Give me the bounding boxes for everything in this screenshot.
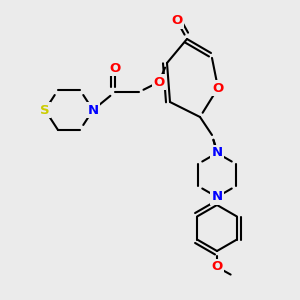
Text: O: O <box>212 260 223 274</box>
Text: O: O <box>212 82 224 94</box>
Text: O: O <box>171 14 183 28</box>
Text: S: S <box>40 103 50 116</box>
Text: N: N <box>212 146 223 160</box>
Text: O: O <box>110 61 121 74</box>
Text: N: N <box>87 103 99 116</box>
Text: N: N <box>212 190 223 203</box>
Text: O: O <box>153 76 165 88</box>
